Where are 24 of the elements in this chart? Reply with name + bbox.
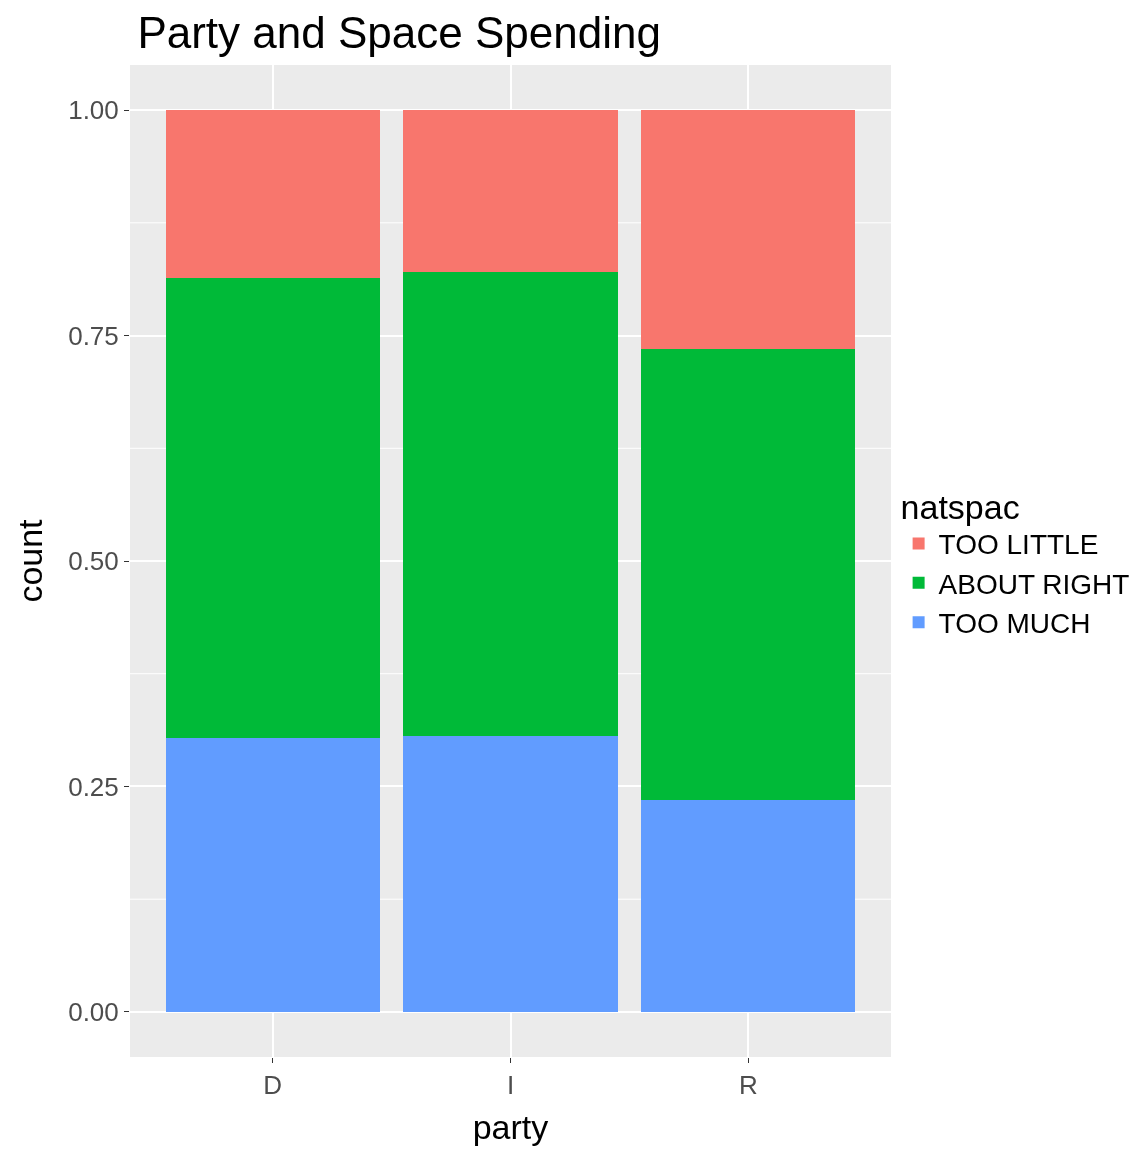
legend-label: ABOUT RIGHT [938,568,1130,600]
bar [641,349,856,800]
y-tick-label: 0.25 [68,771,119,802]
legend-title: natspac [900,487,1020,526]
y-tick-label: 0.00 [68,997,119,1028]
y-tick-label: 1.00 [68,95,119,126]
bar [403,272,618,736]
y-tick-label: 0.75 [68,320,119,351]
x-tick-label: D [263,1070,283,1101]
chart-title: Party and Space Spending [137,8,661,58]
y-tick-label: 0.50 [68,546,119,577]
bar [641,110,856,350]
bar [165,110,380,278]
x-tick-label: I [506,1070,515,1101]
x-axis-title: party [472,1107,549,1146]
bar [403,735,618,1012]
bar [165,277,380,738]
bar [165,737,380,1012]
bar [641,799,856,1012]
y-axis-title: count [10,518,49,603]
legend-label: TOO LITTLE [938,529,1099,561]
x-tick-label: R [738,1070,758,1101]
bar [403,110,618,273]
legend-label: TOO MUCH [938,608,1091,640]
